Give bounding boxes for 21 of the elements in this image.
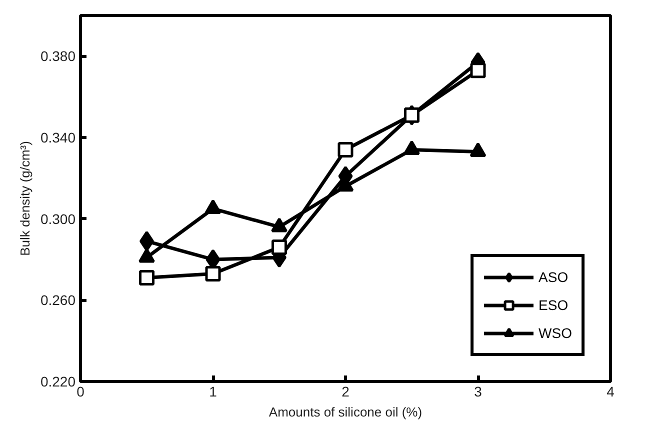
y-tick-label: 0.380 <box>40 48 76 64</box>
point <box>272 240 287 256</box>
y-tick-label: 0.220 <box>40 374 76 390</box>
x-tick-label: 0 <box>76 384 85 400</box>
x-tick-label: 4 <box>606 384 615 400</box>
point <box>139 270 154 286</box>
y-axis-title: Bulk density (g/cm³) <box>17 141 32 256</box>
x-tick-label: 3 <box>474 384 482 400</box>
legend-label: ASO <box>538 269 568 285</box>
y-tick-label: 0.260 <box>40 292 76 308</box>
point <box>205 266 221 282</box>
y-tick-label: 0.300 <box>40 210 76 227</box>
y-tick-label: 0.340 <box>40 130 76 146</box>
legend-label: ESO <box>538 297 568 313</box>
x-tick-label: 1 <box>209 384 218 400</box>
x-tick-label: 2 <box>342 384 350 400</box>
point <box>470 62 486 78</box>
point <box>404 107 420 123</box>
point <box>338 142 354 158</box>
x-axis-title: Amounts of silicone oil (%) <box>268 404 422 420</box>
legend-label: WSO <box>538 325 572 341</box>
